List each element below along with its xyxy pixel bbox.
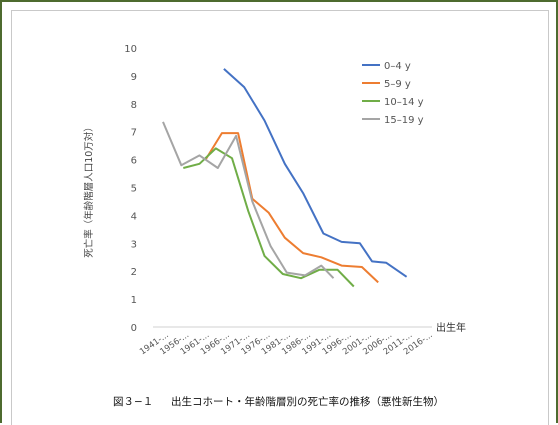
- legend-label: 0–4 y: [384, 61, 411, 72]
- figure-panel: [11, 10, 549, 425]
- series-line: [204, 132, 379, 284]
- caption-text: 出生コホート・年齢階層別の死亡率の推移（悪性新生物）: [171, 396, 444, 408]
- y-tick-label: 7: [131, 128, 137, 139]
- y-tick-label: 1: [131, 295, 137, 306]
- x-axis-ticks: 1941-...1956-...1961-...1966-...1971-...…: [138, 330, 435, 357]
- figure-caption: 図３−１ 出生コホート・年齢階層別の死亡率の推移（悪性新生物）: [113, 394, 444, 409]
- legend-label: 15–19 y: [384, 115, 424, 126]
- y-tick-label: 4: [131, 211, 137, 222]
- series-line: [183, 147, 355, 288]
- x-axis-label: 出生年: [436, 321, 466, 334]
- legend-label: 5–9 y: [384, 79, 411, 90]
- y-tick-label: 2: [131, 267, 137, 278]
- y-tick-label: 6: [131, 156, 137, 167]
- series-line: [223, 68, 408, 278]
- legend: 0–4 y 5–9 y 10–14 y 15–19 y: [362, 61, 424, 126]
- y-axis-label: 死亡率（年齢階層人口10万対）: [83, 122, 95, 258]
- caption-number: 図３−１: [113, 396, 154, 408]
- y-tick-label: 0: [131, 323, 137, 334]
- y-axis-ticks: 0 1 2 3 4 5 6 7 8 9 10: [124, 44, 137, 334]
- legend-label: 10–14 y: [384, 97, 424, 108]
- y-tick-label: 10: [124, 44, 137, 55]
- series-lines: [162, 68, 408, 288]
- y-tick-label: 3: [131, 239, 137, 250]
- y-tick-label: 9: [131, 72, 137, 83]
- series-line: [162, 121, 335, 279]
- y-tick-label: 8: [131, 100, 137, 111]
- y-tick-label: 5: [131, 184, 137, 195]
